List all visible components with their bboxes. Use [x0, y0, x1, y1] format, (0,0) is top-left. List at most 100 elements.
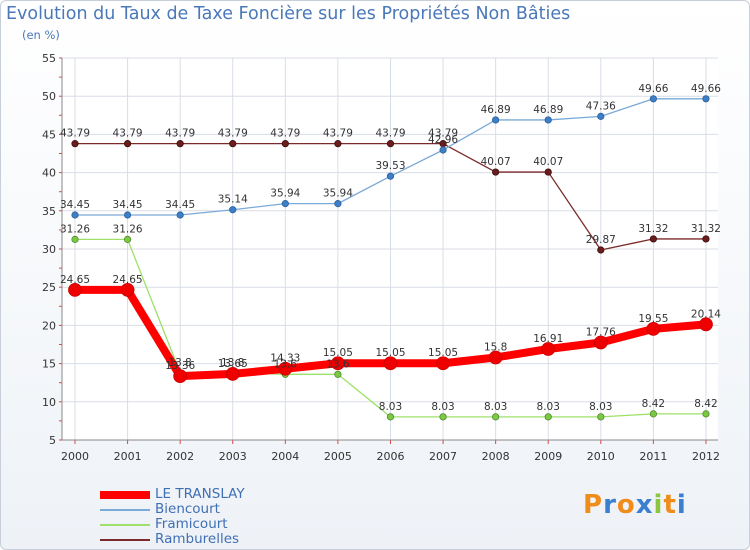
y-tick-label: 30 — [42, 243, 56, 256]
data-point-ramburelles — [71, 140, 79, 148]
data-point-le-translay — [225, 367, 240, 381]
data-label-le-translay: 16.91 — [533, 333, 563, 345]
data-point-le-translay — [436, 356, 450, 371]
data-label-biencourt: 42.96 — [428, 134, 458, 146]
data-label-le-translay: 15.8 — [484, 341, 507, 353]
y-tick-label: 10 — [42, 396, 56, 409]
x-tick-label: 2005 — [324, 450, 352, 463]
data-point-ramburelles — [176, 140, 184, 148]
data-label-ramburelles: 43.79 — [165, 128, 195, 140]
data-label-framicourt: 13.8 — [168, 357, 191, 369]
data-label-framicourt: 8.42 — [694, 398, 717, 410]
x-tick-label: 2000 — [61, 450, 89, 463]
data-label-le-translay: 24.65 — [113, 274, 143, 286]
legend-item: Ramburelles — [100, 532, 340, 547]
data-point-biencourt — [281, 200, 289, 208]
data-label-le-translay: 17.76 — [586, 327, 616, 339]
data-label-framicourt: 8.03 — [537, 401, 560, 413]
data-label-ramburelles: 31.32 — [638, 223, 668, 235]
data-point-biencourt — [544, 116, 552, 124]
x-tick-label: 2012 — [692, 450, 720, 463]
data-point-framicourt — [386, 413, 395, 421]
legend-item: Biencourt — [100, 502, 340, 517]
y-tick-label: 25 — [42, 281, 56, 294]
y-tick-label: 55 — [42, 52, 56, 65]
x-tick-label: 2001 — [114, 450, 142, 463]
legend-label: Ramburelles — [155, 531, 240, 547]
data-point-le-translay — [120, 282, 135, 297]
legend-label: Framicourt — [155, 516, 228, 532]
data-point-framicourt — [334, 370, 342, 378]
x-tick-label: 2007 — [429, 450, 457, 463]
data-label-ramburelles: 43.79 — [218, 128, 248, 140]
data-label-biencourt: 34.45 — [113, 199, 143, 211]
data-point-framicourt — [702, 410, 710, 418]
y-tick-label: 50 — [42, 90, 56, 103]
data-label-le-translay: 13.65 — [218, 358, 248, 370]
legend-swatch — [100, 524, 150, 526]
data-point-ramburelles — [544, 168, 552, 176]
logo-letter: r — [603, 490, 617, 520]
data-label-biencourt: 39.53 — [375, 160, 405, 172]
logo-letter: o — [616, 490, 636, 520]
legend-swatch — [100, 491, 150, 499]
data-point-biencourt — [386, 172, 395, 180]
data-point-le-translay — [330, 356, 345, 371]
data-point-ramburelles — [649, 235, 657, 243]
data-label-le-translay: 15.05 — [428, 347, 458, 359]
data-point-framicourt — [492, 413, 500, 421]
x-tick-label: 2002 — [166, 450, 194, 463]
data-point-biencourt — [123, 211, 132, 219]
data-point-ramburelles — [281, 140, 289, 148]
y-axis-unit: (en %) — [22, 28, 60, 42]
data-label-le-translay: 15.05 — [375, 347, 405, 359]
data-point-framicourt — [544, 413, 552, 421]
data-label-le-translay: 20.14 — [691, 308, 721, 320]
data-label-ramburelles: 43.79 — [60, 128, 90, 140]
data-label-ramburelles: 43.79 — [428, 128, 458, 140]
data-label-framicourt: 8.03 — [431, 401, 454, 413]
data-point-ramburelles — [597, 246, 605, 254]
data-point-biencourt — [71, 211, 79, 219]
data-label-biencourt: 35.94 — [323, 188, 353, 200]
x-tick-label: 2003 — [219, 450, 247, 463]
data-point-le-translay — [278, 361, 293, 376]
data-label-biencourt: 46.89 — [481, 104, 511, 116]
x-tick-label: 2004 — [271, 450, 299, 463]
data-label-ramburelles: 31.32 — [691, 223, 721, 235]
data-point-ramburelles — [123, 140, 132, 148]
data-point-biencourt — [492, 116, 500, 124]
data-label-le-translay: 24.65 — [60, 274, 90, 286]
data-point-biencourt — [597, 112, 605, 120]
x-tick-label: 2011 — [639, 450, 667, 463]
data-point-le-translay — [488, 350, 503, 365]
data-point-ramburelles — [334, 140, 342, 148]
data-label-framicourt: 31.26 — [113, 223, 143, 235]
data-point-framicourt — [439, 413, 447, 421]
data-label-framicourt: 8.03 — [379, 401, 402, 413]
data-label-ramburelles: 29.87 — [586, 234, 616, 246]
data-label-ramburelles: 43.79 — [270, 128, 300, 140]
y-tick-label: 40 — [42, 167, 56, 180]
data-label-framicourt: 31.26 — [60, 223, 90, 235]
data-point-biencourt — [439, 146, 447, 154]
legend-item: LE TRANSLAY — [100, 487, 340, 502]
legend-label: Biencourt — [155, 501, 220, 517]
data-label-biencourt: 35.14 — [218, 194, 248, 206]
data-point-le-translay — [646, 321, 661, 336]
logo-letter: i — [676, 490, 687, 520]
data-label-framicourt: 8.42 — [642, 398, 665, 410]
y-tick-label: 45 — [42, 128, 56, 141]
y-tick-label: 15 — [42, 358, 56, 371]
data-point-le-translay — [173, 369, 188, 384]
data-label-ramburelles: 43.79 — [375, 128, 405, 140]
data-point-le-translay — [699, 317, 713, 332]
data-point-framicourt — [71, 235, 79, 243]
legend: LE TRANSLAY Biencourt Framicourt Ramburelle… — [100, 487, 340, 547]
data-point-ramburelles — [702, 235, 710, 243]
data-point-le-translay — [68, 282, 82, 297]
data-point-biencourt — [229, 206, 237, 214]
data-point-le-translay — [383, 356, 398, 371]
legend-item: Framicourt — [100, 517, 340, 532]
